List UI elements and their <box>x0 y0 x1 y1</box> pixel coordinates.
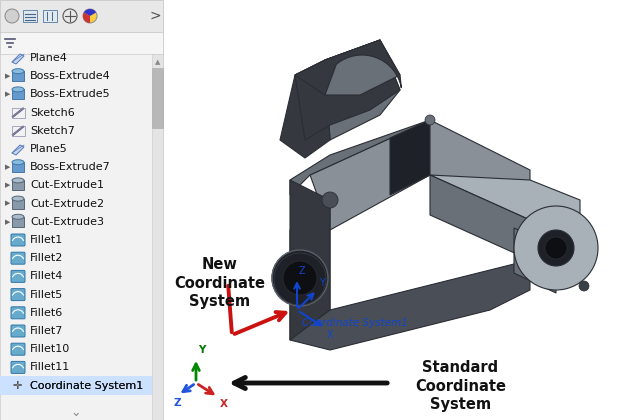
Polygon shape <box>430 175 530 260</box>
Ellipse shape <box>12 69 24 74</box>
Text: Z: Z <box>299 266 306 276</box>
Circle shape <box>63 9 77 23</box>
Ellipse shape <box>12 160 24 165</box>
Text: ▶: ▶ <box>6 164 11 170</box>
Text: New
Coordinate
System: New Coordinate System <box>175 257 265 309</box>
FancyBboxPatch shape <box>11 289 25 301</box>
Polygon shape <box>390 120 430 195</box>
Bar <box>0 0 163 32</box>
Ellipse shape <box>12 196 24 201</box>
Bar <box>12 126 25 136</box>
FancyBboxPatch shape <box>11 325 25 337</box>
Text: Fillet5: Fillet5 <box>30 290 63 299</box>
Polygon shape <box>290 260 530 350</box>
Text: Sketch7: Sketch7 <box>30 126 75 136</box>
Text: Fillet7: Fillet7 <box>30 326 64 336</box>
Bar <box>12 71 24 81</box>
Text: ▶: ▶ <box>6 201 11 207</box>
Bar <box>0 376 152 395</box>
Bar <box>12 108 25 118</box>
Text: Fillet11: Fillet11 <box>30 362 71 373</box>
Text: Fillet6: Fillet6 <box>30 308 63 318</box>
Text: ▶: ▶ <box>6 92 11 97</box>
Circle shape <box>322 192 338 208</box>
Text: ▶: ▶ <box>6 182 11 189</box>
Text: Boss-Extrude5: Boss-Extrude5 <box>30 89 110 100</box>
Text: Coordinate System1: Coordinate System1 <box>302 318 408 328</box>
Wedge shape <box>83 13 90 23</box>
Circle shape <box>83 9 97 23</box>
Bar <box>152 54 163 420</box>
Circle shape <box>5 9 19 23</box>
Circle shape <box>283 261 317 295</box>
Polygon shape <box>12 145 24 155</box>
Text: ✛: ✛ <box>12 381 21 391</box>
Polygon shape <box>290 120 430 195</box>
Polygon shape <box>514 228 556 293</box>
Text: >: > <box>149 9 161 23</box>
Polygon shape <box>280 60 330 158</box>
Text: Y: Y <box>319 278 325 288</box>
Bar <box>43 10 57 22</box>
Polygon shape <box>295 40 400 140</box>
Bar <box>12 199 24 209</box>
Text: ✛: ✛ <box>12 381 21 391</box>
Text: Plane4: Plane4 <box>30 53 68 63</box>
Text: Standard
Coordinate
System: Standard Coordinate System <box>415 360 506 412</box>
FancyBboxPatch shape <box>11 361 25 373</box>
Text: Fillet2: Fillet2 <box>30 253 64 263</box>
Text: ⌄: ⌄ <box>71 405 80 418</box>
Text: Boss-Extrude4: Boss-Extrude4 <box>30 71 110 81</box>
Bar <box>0 32 163 54</box>
FancyBboxPatch shape <box>11 234 25 246</box>
Text: Cut-Extrude2: Cut-Extrude2 <box>30 199 104 209</box>
Polygon shape <box>325 40 400 95</box>
Bar <box>23 10 37 22</box>
FancyBboxPatch shape <box>11 252 25 264</box>
Circle shape <box>272 250 328 306</box>
Circle shape <box>425 115 435 125</box>
Text: Fillet1: Fillet1 <box>30 235 63 245</box>
Circle shape <box>545 237 567 259</box>
Text: ▶: ▶ <box>6 219 11 225</box>
Polygon shape <box>12 54 24 64</box>
Wedge shape <box>84 9 96 16</box>
Text: Y: Y <box>198 345 205 355</box>
Circle shape <box>538 230 574 266</box>
Text: Z: Z <box>174 398 182 408</box>
FancyBboxPatch shape <box>11 307 25 319</box>
Text: Boss-Extrude7: Boss-Extrude7 <box>30 162 110 172</box>
Polygon shape <box>295 40 401 95</box>
Ellipse shape <box>12 87 24 92</box>
Text: ▲: ▲ <box>155 59 160 65</box>
Bar <box>12 181 24 190</box>
Bar <box>12 217 24 227</box>
Polygon shape <box>430 175 580 230</box>
FancyBboxPatch shape <box>11 270 25 282</box>
Text: Cut-Extrude3: Cut-Extrude3 <box>30 217 104 227</box>
Text: X: X <box>220 399 228 409</box>
Text: Plane5: Plane5 <box>30 144 68 154</box>
Polygon shape <box>290 200 330 340</box>
Bar <box>0 0 163 420</box>
Text: Coordinate System1: Coordinate System1 <box>30 381 144 391</box>
Text: Fillet10: Fillet10 <box>30 344 71 354</box>
Ellipse shape <box>12 178 24 183</box>
Polygon shape <box>310 120 530 230</box>
FancyBboxPatch shape <box>11 343 25 355</box>
Ellipse shape <box>12 214 24 219</box>
Text: Coordinate System1: Coordinate System1 <box>30 381 144 391</box>
Text: Cut-Extrude1: Cut-Extrude1 <box>30 181 104 190</box>
Text: ▶: ▶ <box>6 73 11 79</box>
Text: X: X <box>327 330 334 340</box>
Bar <box>12 89 24 100</box>
Polygon shape <box>325 40 400 140</box>
Text: Sketch6: Sketch6 <box>30 108 75 118</box>
Circle shape <box>579 281 589 291</box>
Text: Fillet4: Fillet4 <box>30 271 64 281</box>
Bar <box>12 162 24 172</box>
Circle shape <box>514 206 598 290</box>
Bar <box>152 68 163 128</box>
Polygon shape <box>290 180 330 340</box>
